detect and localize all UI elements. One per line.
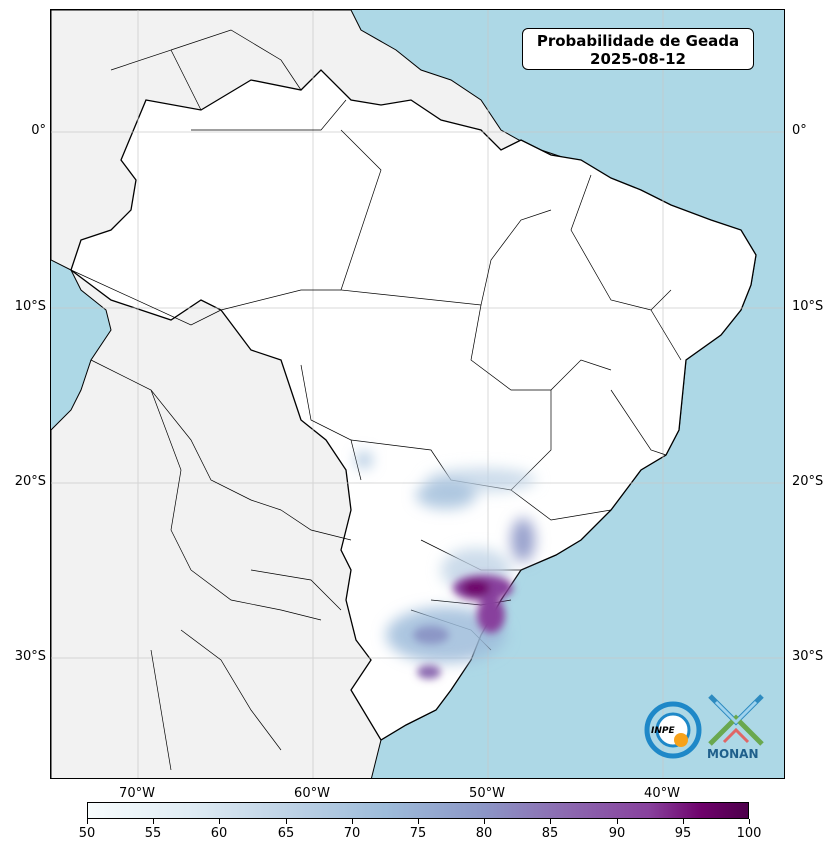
colorbar-tick — [286, 819, 287, 824]
lat-label-10s: 10°S — [14, 299, 46, 314]
frost-core-rs-west — [417, 665, 441, 679]
frost-area-ms — [416, 481, 476, 509]
lon-label-40w: 40°W — [644, 786, 680, 801]
map-title: Probabilidade de Geada — [536, 32, 740, 50]
colorbar-label-50: 50 — [78, 826, 96, 841]
colorbar-tick — [87, 819, 88, 824]
colorbar-label-70: 70 — [343, 826, 361, 841]
monan-logo-text: MONAN — [707, 747, 759, 761]
colorbar-tick — [352, 819, 353, 824]
lat-label-right-30s: 30°S — [792, 649, 824, 664]
gridlines — [51, 10, 784, 778]
map-title-box: Probabilidade de Geada 2025-08-12 — [522, 28, 754, 70]
colorbar-tick — [550, 819, 551, 824]
colorbar-label-85: 85 — [541, 826, 559, 841]
inpe-logo-text: INPE — [651, 726, 675, 736]
colorbar-tick — [418, 819, 419, 824]
colorbar-label-55: 55 — [144, 826, 162, 841]
lon-label-50w: 50°W — [469, 786, 505, 801]
colorbar-tick — [683, 819, 684, 824]
colorbar-tick — [617, 819, 618, 824]
inpe-logo: INPE — [643, 700, 709, 760]
frost-core-sc — [477, 597, 505, 633]
country-borders — [90, 29, 352, 771]
frost-probability-core — [413, 575, 513, 679]
colorbar-label-60: 60 — [210, 826, 228, 841]
lat-label-20s: 20°S — [14, 474, 46, 489]
colorbar-label-100: 100 — [736, 826, 762, 841]
colorbar-label-90: 90 — [608, 826, 626, 841]
brazil-land — [70, 69, 757, 741]
colorbar-tick — [484, 819, 485, 824]
lat-label-right-20s: 20°S — [792, 474, 824, 489]
colorbar — [87, 802, 749, 819]
lon-label-70w: 70°W — [119, 786, 155, 801]
frost-core-rs-center — [413, 626, 449, 644]
colorbar-tick — [749, 819, 750, 824]
map-canvas — [51, 10, 784, 778]
lat-label-right-10s: 10°S — [792, 299, 824, 314]
colorbar-tick — [219, 819, 220, 824]
map-date: 2025-08-12 — [590, 50, 686, 68]
map-frame: INPE MONAN — [50, 9, 785, 779]
colorbar-label-65: 65 — [277, 826, 295, 841]
lat-label-30s: 30°S — [14, 649, 46, 664]
colorbar-tick — [153, 819, 154, 824]
frost-core-peak — [462, 580, 490, 596]
frost-area-ms-west — [356, 452, 372, 468]
lon-label-60w: 60°W — [294, 786, 330, 801]
lat-label-0: 0° — [31, 123, 46, 138]
colorbar-label-75: 75 — [409, 826, 427, 841]
colorbar-label-80: 80 — [475, 826, 493, 841]
colorbar-label-95: 95 — [674, 826, 692, 841]
lat-label-right-0: 0° — [792, 123, 807, 138]
monan-logo: MONAN — [706, 692, 766, 764]
frost-area-sp-south — [511, 518, 535, 562]
